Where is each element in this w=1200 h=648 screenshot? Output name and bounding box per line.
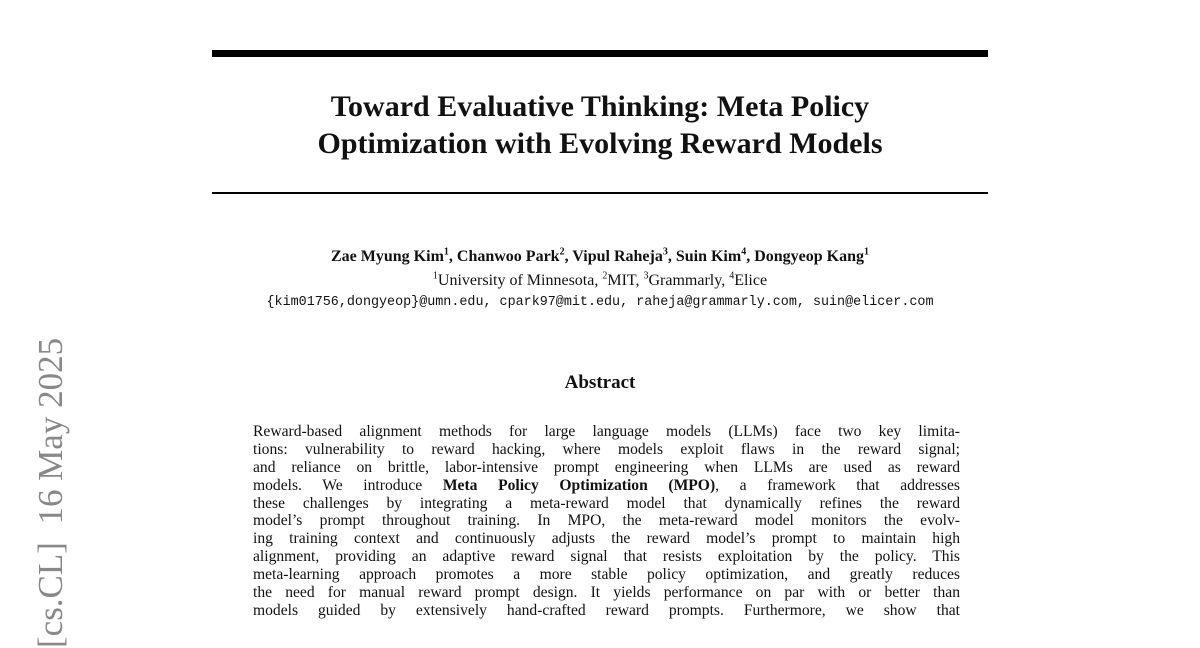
abstract-line: models. We introduce Meta Policy Optimiz… <box>253 476 960 494</box>
arxiv-stamp: [cs.CL] 16 May 2025 <box>31 337 70 648</box>
abstract-line: ing training context and continuously ad… <box>253 530 960 548</box>
author-list: Zae Myung Kim1, Chanwoo Park2, Vipul Rah… <box>331 246 869 265</box>
abstract-line: models guided by extensively hand-crafte… <box>253 601 960 619</box>
author-affiliation-mark: 1 <box>863 246 869 258</box>
affiliation-number: 3 <box>643 270 649 282</box>
author-name: Suin Kim <box>675 248 742 265</box>
author-affiliation-mark: 3 <box>662 246 668 258</box>
abstract-line: alignment, providing an adaptive reward … <box>253 548 960 566</box>
author-name: Vipul Raheja <box>572 248 663 265</box>
abstract-line: meta-learning approach promotes a more s… <box>253 566 960 584</box>
abstract-line: these challenges by integrating a meta-r… <box>253 494 960 512</box>
affiliations: 1University of Minnesota, 2MIT, 3Grammar… <box>432 270 768 289</box>
affiliation-name: Grammarly <box>648 272 722 289</box>
abstract-line: and reliance on brittle, labor-intensive… <box>253 458 960 476</box>
author-name: Dongyeop Kang <box>754 248 864 265</box>
abstract-line: Reward-based alignment methods for large… <box>253 423 960 440</box>
abstract-line: the need for manual reward prompt design… <box>253 584 960 602</box>
affiliation-number: 4 <box>729 270 735 282</box>
title-line-2: Optimization with Evolving Reward Models <box>317 127 883 160</box>
affiliation-name: University of Minnesota <box>437 272 595 289</box>
affiliation-name: MIT <box>607 272 636 289</box>
abstract-line: model’s prompt throughout training. In M… <box>253 512 960 530</box>
affiliation-name: Elice <box>734 272 768 289</box>
author-name: Zae Myung Kim <box>331 248 444 265</box>
author-affiliation-mark: 1 <box>443 246 449 258</box>
top-rule <box>212 50 988 57</box>
title-line-1: Toward Evaluative Thinking: Meta Policy <box>330 90 870 123</box>
abstract-line: tions: vulnerability to reward hacking, … <box>253 440 960 458</box>
paper-title: Toward Evaluative Thinking: Meta Policy … <box>212 88 988 162</box>
author-affiliation-mark: 4 <box>741 246 747 258</box>
author-emails: {kim01756,dongyeop}@umn.edu, cpark97@mit… <box>266 295 934 310</box>
affiliation-number: 1 <box>432 270 438 282</box>
title-rule <box>212 192 988 194</box>
abstract-body: Reward-based alignment methods for large… <box>253 423 960 620</box>
affiliation-number: 2 <box>602 270 608 282</box>
method-name: Meta Policy Optimization (MPO) <box>442 476 716 494</box>
author-affiliation-mark: 2 <box>559 246 565 258</box>
author-name: Chanwoo Park <box>456 248 560 265</box>
abstract-heading: Abstract <box>564 372 636 393</box>
